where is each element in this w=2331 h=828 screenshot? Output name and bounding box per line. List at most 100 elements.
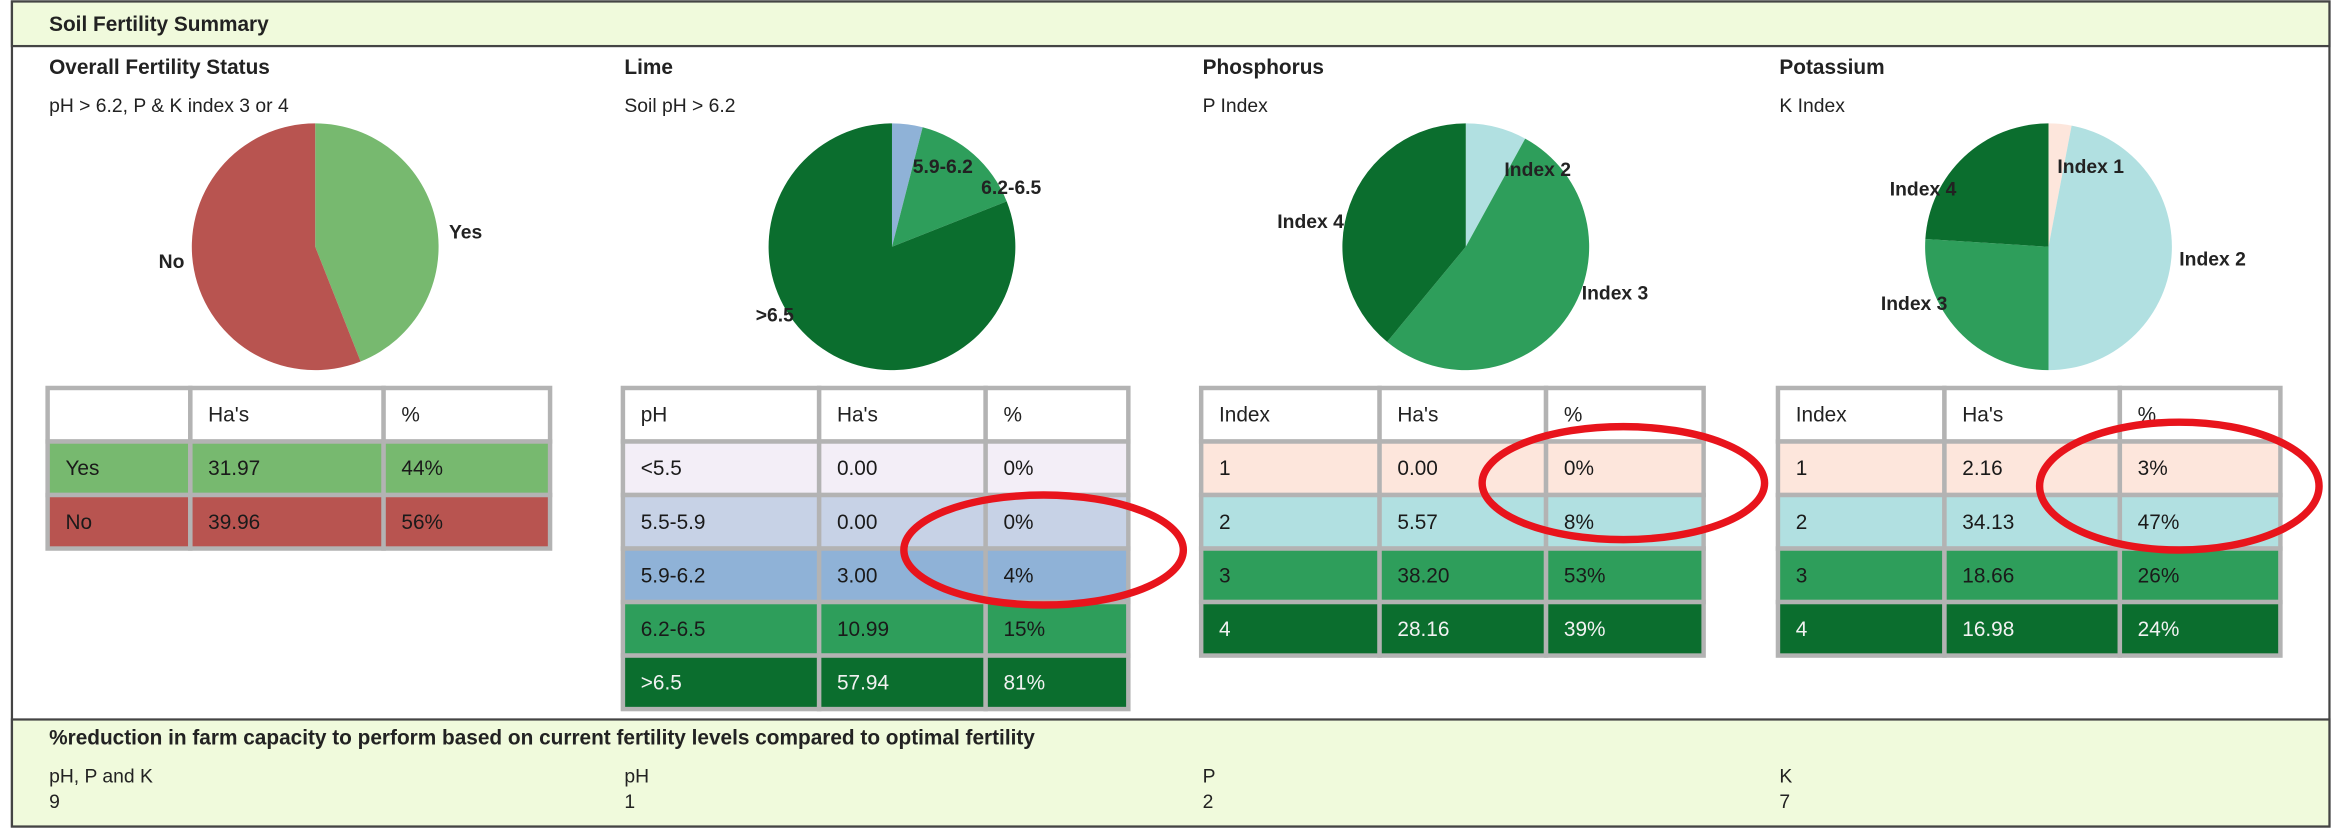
percent-value: 44%	[401, 457, 443, 480]
pie-label: Index 3	[1582, 283, 1649, 304]
table-cell	[2117, 599, 2283, 658]
column-header: Ha's	[1397, 404, 1438, 427]
table-cell	[816, 653, 988, 712]
ha-value: 28.16	[1397, 618, 1449, 641]
column-header: pH	[641, 404, 668, 427]
ha-value: 38.20	[1397, 564, 1449, 587]
percent-value: 0%	[1003, 511, 1033, 534]
footer-bar	[10, 718, 2331, 828]
pie-label: No	[159, 252, 185, 273]
ha-value: 57.94	[837, 671, 889, 694]
table-cell	[1775, 599, 1947, 658]
footer-value: 2	[1203, 792, 1214, 813]
column-header: Ha's	[208, 404, 249, 427]
pie-label: Index 2	[2179, 249, 2246, 270]
column-header: Ha's	[1962, 404, 2003, 427]
pie-label: 5.9-6.2	[913, 157, 973, 178]
footer-value: 1	[624, 792, 635, 813]
pie-slice	[1387, 138, 1590, 371]
pie-slice	[191, 123, 361, 371]
percent-value: 47%	[2138, 511, 2180, 534]
pie-label: Index 4	[1890, 179, 1957, 200]
content: Overall Fertility Status pH > 6.2, P & K …	[45, 56, 2283, 813]
panel-title: Overall Fertility Status	[49, 56, 270, 79]
percent-value: 8%	[1564, 511, 1594, 534]
header-cell	[381, 385, 553, 444]
ha-value: 3.00	[837, 564, 877, 587]
panel-subtitle: P Index	[1203, 96, 1268, 117]
row-label: 1	[1219, 457, 1231, 480]
row-label: 4	[1796, 618, 1808, 641]
table-cell	[620, 492, 822, 551]
highlight-ellipse	[2035, 418, 2323, 554]
column-header: %	[1003, 404, 1022, 427]
pie-label: Index 1	[2057, 157, 2124, 178]
table-cell	[381, 492, 553, 551]
row-label: 1	[1796, 457, 1808, 480]
footer-label: pH, P and K	[49, 767, 153, 788]
column-header: Index	[1219, 404, 1270, 427]
table-cell	[188, 439, 386, 498]
pie-slice	[891, 127, 1007, 247]
percent-value: 24%	[2138, 618, 2180, 641]
pie-slice	[2048, 123, 2072, 247]
table-cell	[1377, 546, 1549, 605]
pie-slice	[1925, 123, 2049, 247]
ha-value: 0.00	[837, 511, 877, 534]
table-cell	[1775, 546, 1947, 605]
pie-label: Index 4	[1277, 212, 1344, 233]
row-label: 4	[1219, 618, 1231, 641]
pie-slice	[1925, 239, 2049, 371]
ha-value: 39.96	[208, 511, 260, 534]
panel-subtitle: Soil pH > 6.2	[624, 96, 735, 117]
table-cell	[2117, 439, 2283, 498]
row-label: 2	[1219, 511, 1231, 534]
footer-label: K	[1779, 767, 1792, 788]
percent-value: 56%	[401, 511, 443, 534]
pie-label: Index 2	[1504, 160, 1571, 181]
footer-value: 7	[1779, 792, 1790, 813]
row-label: Yes	[65, 457, 99, 480]
percent-value: 3%	[2138, 457, 2168, 480]
pie-slice	[2048, 125, 2172, 371]
table-cell	[1775, 492, 1947, 551]
annotations	[900, 418, 2323, 609]
pie-slice	[1342, 123, 1466, 342]
footer-label: pH	[624, 767, 649, 788]
row-label: 2	[1796, 511, 1808, 534]
ha-value: 34.13	[1962, 511, 2014, 534]
table-cell	[1942, 439, 2123, 498]
row-label: No	[65, 511, 92, 534]
pie-label: Index 3	[1881, 294, 1948, 315]
row-label: 6.2-6.5	[641, 618, 706, 641]
percent-value: 0%	[1564, 457, 1594, 480]
ha-value: 31.97	[208, 457, 260, 480]
panel-subtitle: pH > 6.2, P & K index 3 or 4	[49, 96, 289, 117]
ha-value: 2.16	[1962, 457, 2002, 480]
table-cell	[620, 653, 822, 712]
ha-value: 0.00	[1397, 457, 1437, 480]
highlight-ellipse	[1478, 422, 1769, 544]
pie-label: Yes	[449, 222, 482, 243]
header-cell	[1198, 385, 1382, 444]
percent-value: 4%	[1003, 564, 1033, 587]
table-cell	[1198, 599, 1382, 658]
row-label: 3	[1219, 564, 1231, 587]
header-cell	[45, 385, 193, 444]
pie-label: >6.5	[756, 306, 794, 327]
panel-subtitle: K Index	[1779, 96, 1845, 117]
pie-slice	[891, 123, 923, 247]
ha-value: 18.66	[1962, 564, 2014, 587]
row-label: 5.5-5.9	[641, 511, 706, 534]
percent-value: 26%	[2138, 564, 2180, 587]
panel-title: Phosphorus	[1203, 56, 1324, 79]
column-header: Ha's	[837, 404, 878, 427]
pie-label: 6.2-6.5	[981, 178, 1041, 199]
pie-slice	[1465, 123, 1526, 247]
table-cell	[1543, 439, 1706, 498]
ha-value: 16.98	[1962, 618, 2014, 641]
percent-value: 15%	[1003, 618, 1045, 641]
percent-value: 39%	[1564, 618, 1606, 641]
pie-slice	[768, 123, 1016, 371]
